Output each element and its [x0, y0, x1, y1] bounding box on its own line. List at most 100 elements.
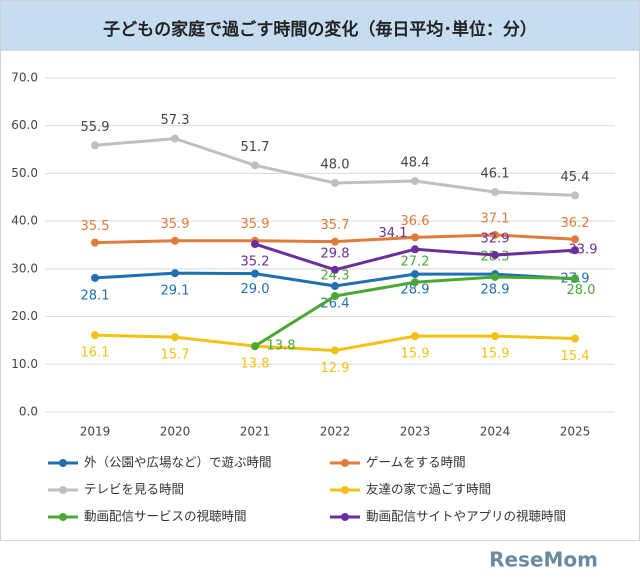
legend-label: テレビを見る時間 — [84, 482, 184, 497]
legend-label: 外（公園や広場など）で遊ぶ時間 — [84, 455, 272, 470]
data-point — [411, 245, 419, 254]
data-label: 33.9 — [569, 243, 598, 258]
y-tick-label: 30.0 — [11, 261, 38, 275]
data-point — [491, 230, 499, 239]
data-label: 15.7 — [161, 348, 190, 363]
data-point — [251, 342, 259, 351]
data-point — [411, 278, 419, 287]
data-point — [571, 191, 579, 200]
data-point — [91, 273, 99, 282]
data-point — [491, 332, 499, 341]
x-tick-label: 2019 — [80, 425, 111, 439]
x-tick-label: 2022 — [320, 425, 351, 439]
data-label: 35.5 — [81, 219, 110, 234]
data-point — [331, 237, 339, 246]
data-label: 16.1 — [81, 346, 110, 361]
legend-marker — [59, 513, 67, 521]
data-label: 28.9 — [481, 283, 510, 298]
data-point — [411, 177, 419, 186]
data-label: 35.9 — [161, 217, 190, 232]
title-bar — [1, 1, 639, 51]
data-point — [91, 141, 99, 150]
data-label: 29.0 — [241, 282, 270, 297]
x-tick-label: 2021 — [240, 425, 271, 439]
legend-marker — [59, 459, 67, 467]
data-label: 48.4 — [401, 156, 430, 171]
data-label: 46.1 — [481, 167, 510, 182]
data-label: 55.9 — [81, 120, 110, 135]
data-label: 15.4 — [561, 349, 590, 364]
data-point — [251, 269, 259, 278]
legend-label: 友達の家で過ごす時間 — [366, 482, 491, 497]
data-label: 34.1 — [379, 226, 408, 241]
data-point — [331, 265, 339, 274]
data-point — [171, 269, 179, 278]
data-point — [491, 188, 499, 197]
x-tick-label: 2024 — [480, 425, 511, 439]
data-point — [251, 240, 259, 249]
data-point — [91, 331, 99, 340]
data-label: 15.9 — [401, 347, 430, 362]
legend-marker — [341, 459, 349, 467]
data-point — [491, 251, 499, 260]
data-point — [491, 272, 499, 281]
legend-marker — [341, 486, 349, 494]
y-tick-label: 0.0 — [19, 405, 38, 419]
data-label: 24.3 — [321, 269, 350, 284]
y-tick-label: 70.0 — [11, 71, 38, 85]
legend-marker — [59, 486, 67, 494]
x-tick-label: 2020 — [160, 425, 191, 439]
data-label: 36.6 — [401, 214, 430, 229]
data-point — [411, 332, 419, 341]
data-label: 57.3 — [161, 113, 190, 128]
data-point — [331, 346, 339, 355]
data-label: 28.1 — [81, 288, 110, 303]
legend-label: 動画配信サイトやアプリの視聴時間 — [366, 509, 566, 524]
data-label: 36.2 — [561, 216, 590, 231]
data-label: 12.9 — [321, 361, 350, 376]
y-tick-label: 40.0 — [11, 214, 38, 228]
x-tick-label: 2023 — [400, 425, 431, 439]
data-label: 35.7 — [321, 218, 350, 233]
data-point — [571, 246, 579, 255]
data-label: 48.0 — [321, 157, 350, 172]
chart-title: 子どもの家庭で過ごす時間の変化（毎日平均･単位：分） — [103, 19, 537, 40]
data-point — [571, 274, 579, 283]
data-point — [171, 236, 179, 245]
y-tick-label: 10.0 — [11, 357, 38, 371]
data-label: 27.2 — [401, 255, 430, 270]
data-point — [331, 282, 339, 291]
x-tick-label: 2025 — [560, 425, 591, 439]
data-label: 29.1 — [161, 284, 190, 299]
chart-frame — [0, 0, 640, 541]
data-label: 35.2 — [241, 255, 270, 270]
data-label: 28.0 — [567, 283, 596, 298]
data-label: 29.8 — [321, 246, 350, 261]
data-label: 51.7 — [241, 140, 270, 155]
data-label: 13.8 — [241, 357, 270, 372]
data-point — [91, 238, 99, 247]
data-label: 13.8 — [267, 339, 296, 354]
data-label: 32.9 — [481, 232, 510, 247]
data-point — [411, 270, 419, 279]
data-point — [571, 334, 579, 343]
data-point — [171, 333, 179, 342]
legend-label: ゲームをする時間 — [366, 455, 466, 470]
legend-marker — [341, 513, 349, 521]
data-label: 37.1 — [481, 211, 510, 226]
data-point — [251, 161, 259, 170]
data-label: 35.9 — [241, 217, 270, 232]
data-label: 28.9 — [401, 283, 430, 298]
y-tick-label: 20.0 — [11, 309, 38, 323]
y-tick-label: 60.0 — [11, 118, 38, 132]
watermark: ReseMom — [489, 548, 598, 572]
data-point — [331, 178, 339, 187]
y-tick-label: 50.0 — [11, 166, 38, 180]
data-point — [411, 233, 419, 242]
data-label: 45.4 — [561, 170, 590, 185]
legend-label: 動画配信サービスの視聴時間 — [84, 509, 247, 524]
data-point — [331, 292, 339, 301]
data-point — [571, 235, 579, 244]
